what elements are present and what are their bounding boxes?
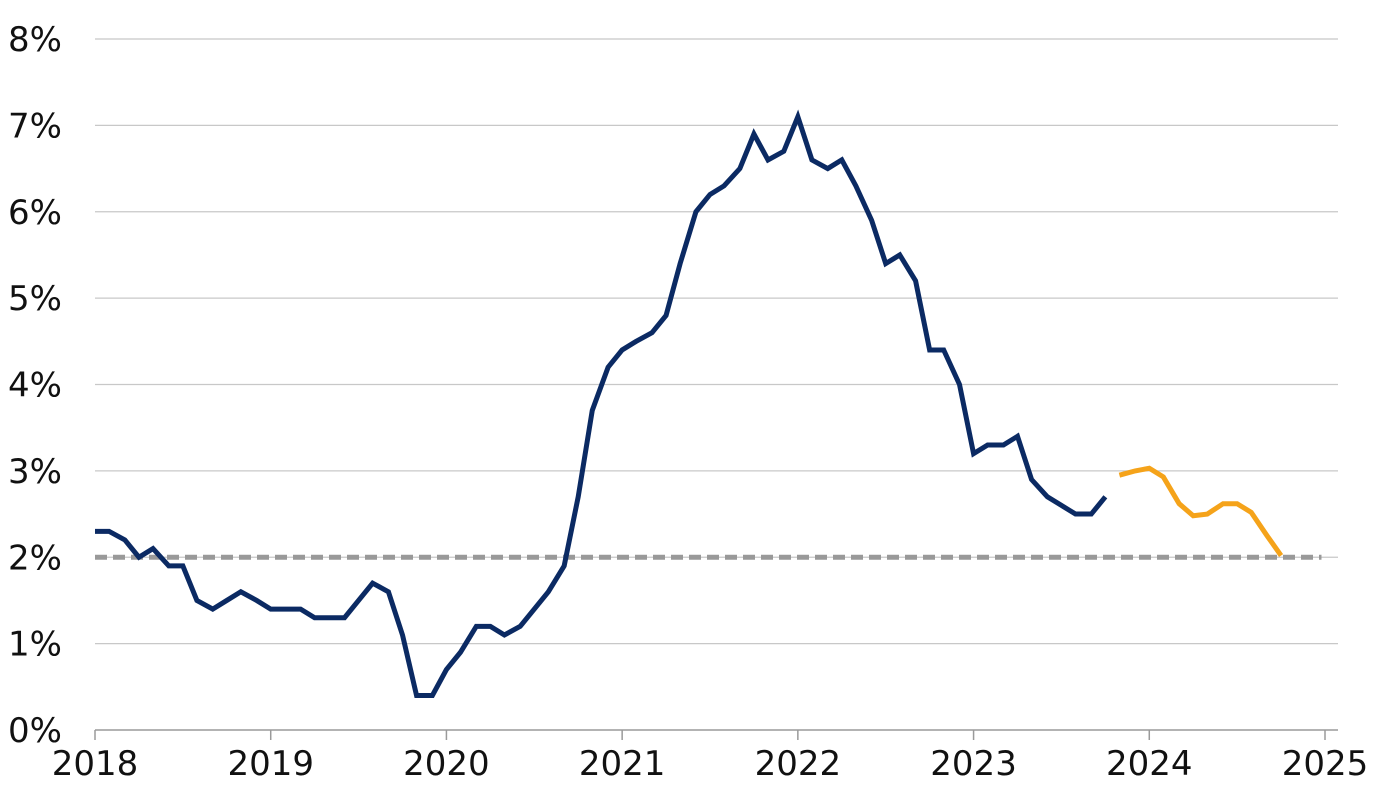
series-group [94,109,1284,698]
y-tick-label: 5% [8,279,62,319]
x-tick-label: 2025 [1282,744,1369,784]
x-tick-label: 2021 [579,744,666,784]
x-tick-label: 2019 [227,744,314,784]
x-tick-label: 2018 [52,744,139,784]
y-tick-label: 6% [8,193,62,233]
y-tick-label: 3% [8,452,62,492]
y-tick-label: 2% [8,538,62,578]
x-tick-label: 2022 [755,744,842,784]
x-tick-label: 2023 [930,744,1017,784]
y-tick-label: 7% [8,106,62,146]
gridlines [95,38,1338,645]
y-tick-label: 1% [8,625,62,665]
x-tick-label: 2020 [403,744,490,784]
y-tick-label: 8% [8,20,62,60]
series-line-forecast [1118,465,1284,557]
tick-labels: 0% 1% 2% 3% 4% 5% 6% 7% 8% 2018 2019 2020 2021 2022 20… [8,20,1368,784]
y-tick-label: 4% [8,366,62,406]
axes [94,729,1338,740]
y-tick-label: 0% [8,711,62,751]
series-line-actual [95,109,1108,698]
x-tick-label: 2024 [1106,744,1193,784]
